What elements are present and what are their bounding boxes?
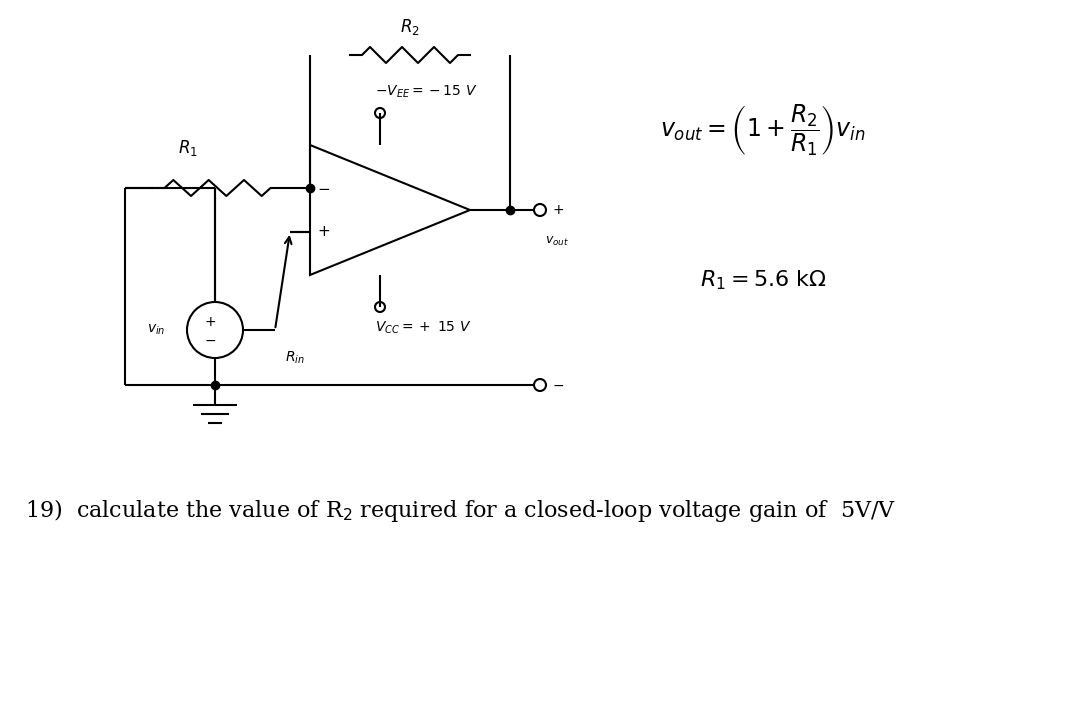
Text: $+$: $+$ [204, 315, 216, 329]
Text: $R_{in}$: $R_{in}$ [285, 350, 305, 367]
Text: $v_{in}$: $v_{in}$ [147, 322, 165, 337]
Text: $+$: $+$ [318, 225, 330, 239]
Text: $-$: $-$ [552, 378, 564, 392]
Text: $v_{out}=\left(1+\dfrac{R_2}{R_1}\right)v_{in}$: $v_{out}=\left(1+\dfrac{R_2}{R_1}\right)… [660, 102, 866, 158]
Text: $R_1$: $R_1$ [177, 138, 197, 158]
Text: $+$: $+$ [552, 203, 564, 217]
Text: $-V_{EE}=-15\ V$: $-V_{EE}=-15\ V$ [374, 84, 477, 100]
Text: $-$: $-$ [318, 181, 330, 195]
Text: $R_1 = 5.6\ \mathrm{k}\Omega$: $R_1 = 5.6\ \mathrm{k}\Omega$ [700, 268, 827, 292]
Text: $-$: $-$ [204, 333, 216, 347]
Text: 19)  calculate the value of R$_2$ required for a closed-loop voltage gain of  5V: 19) calculate the value of R$_2$ require… [25, 497, 896, 523]
Text: $v_{out}$: $v_{out}$ [545, 235, 569, 248]
Text: $R_2$: $R_2$ [400, 17, 420, 37]
Text: $V_{CC}=+\ 15\ V$: $V_{CC}=+\ 15\ V$ [374, 320, 471, 336]
